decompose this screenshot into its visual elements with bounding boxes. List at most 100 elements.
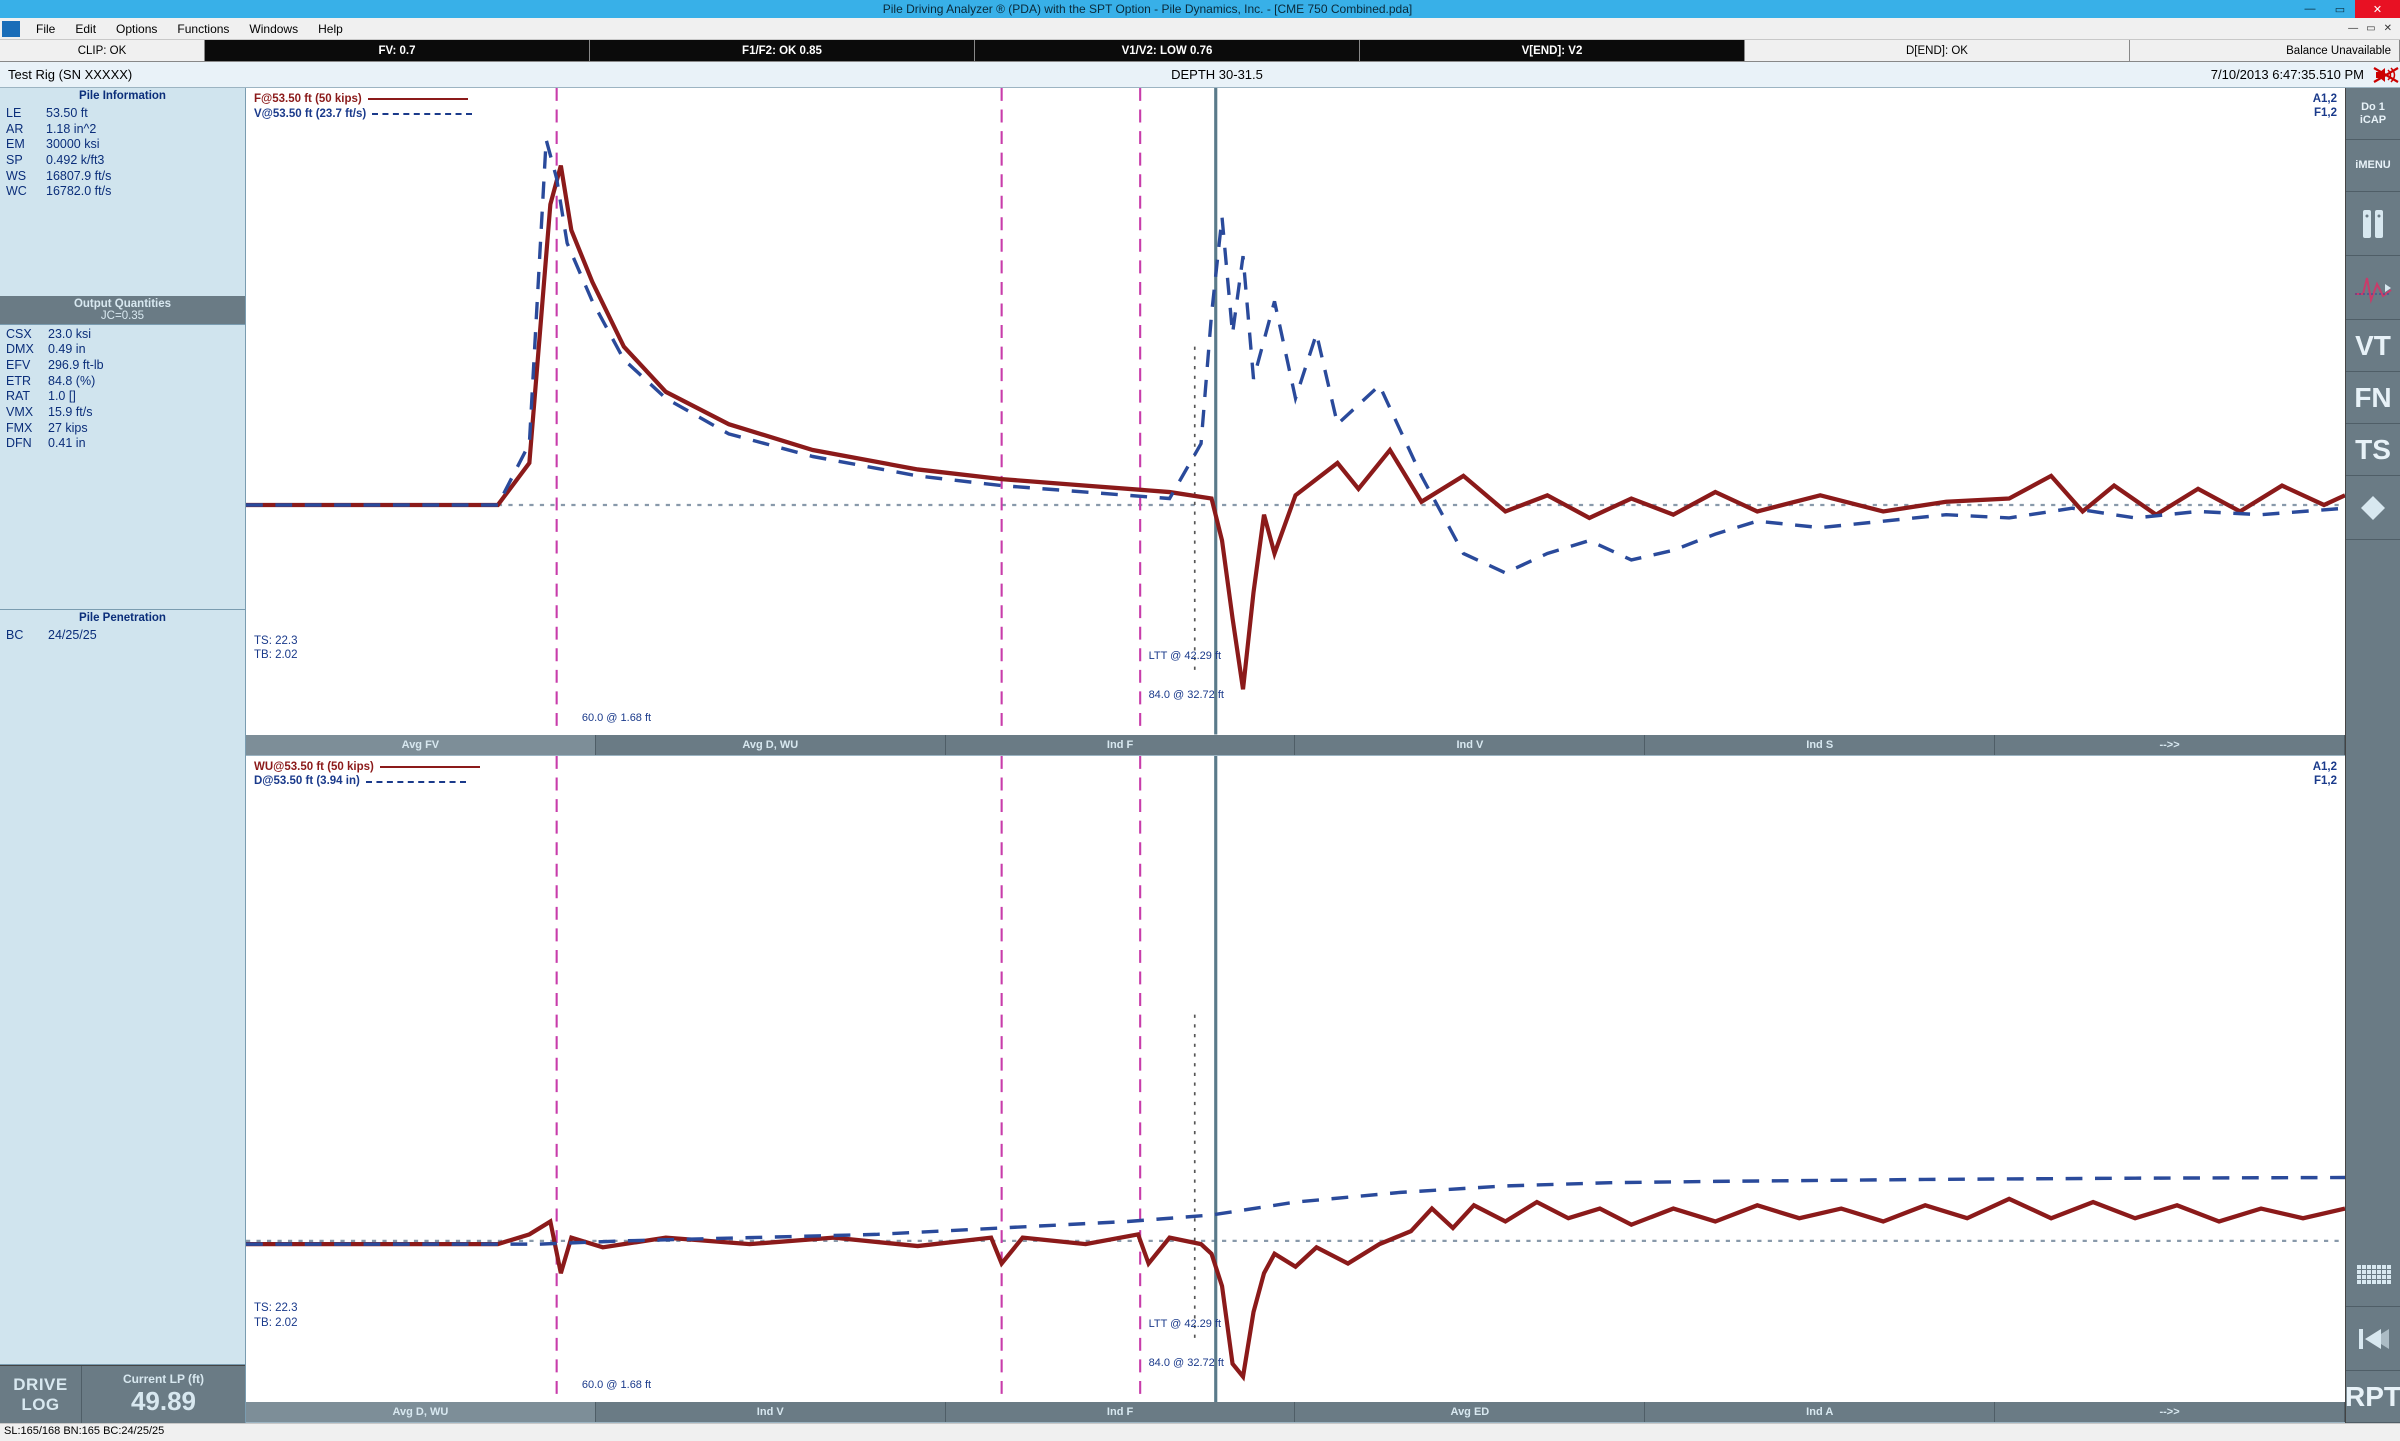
vt[interactable]: VT	[2346, 320, 2400, 372]
close-button[interactable]: ✕	[2355, 0, 2400, 18]
output-quantities-header: Output Quantities JC=0.35	[0, 296, 245, 324]
menu-functions[interactable]: Functions	[167, 22, 239, 36]
mdi-minimize-icon[interactable]: —	[2348, 23, 2358, 34]
chart-bottom-tstb: TS: 22.3 TB: 2.02	[254, 1301, 297, 1330]
chart-top: F@53.50 ft (50 kips)V@53.50 ft (23.7 ft/…	[246, 88, 2345, 756]
chart-tab[interactable]: Avg D, WU	[596, 735, 946, 755]
main-area: Pile Information LE53.50 ftAR1.18 in^2EM…	[0, 88, 2400, 1423]
left-sidebar: Pile Information LE53.50 ftAR1.18 in^2EM…	[0, 88, 246, 1423]
output-row: DMX0.49 in	[6, 342, 239, 358]
chart-tab[interactable]: Avg ED	[1295, 1402, 1645, 1422]
output-jc-text: JC=0.35	[0, 310, 245, 322]
chart-top-legend: F@53.50 ft (50 kips)V@53.50 ft (23.7 ft/…	[254, 92, 472, 122]
pile-info-row: WS16807.9 ft/s	[6, 169, 239, 185]
chart-annotation: 60.0 @ 1.68 ft	[582, 712, 651, 724]
pile-info-row: EM30000 ksi	[6, 137, 239, 153]
chart-tab[interactable]: Ind F	[946, 735, 1296, 755]
keyboard-icon[interactable]	[2346, 1243, 2400, 1307]
drive-log-button[interactable]: DRIVE LOG	[0, 1366, 82, 1423]
chart-bottom-corner: A1,2F1,2	[2313, 760, 2337, 789]
speaker-muted-icon[interactable]	[2372, 65, 2400, 85]
output-row: VMX15.9 ft/s	[6, 405, 239, 421]
chart-annotation: 84.0 @ 32.72 ft	[1149, 1357, 1224, 1369]
pile-pen-row: BC24/25/25	[6, 628, 239, 642]
chart-tab[interactable]: Ind V	[1295, 735, 1645, 755]
chart-top-corner: A1,2F1,2	[2313, 92, 2337, 121]
status-strip: CLIP: OKFV: 0.7F1/F2: OK 0.85V1/V2: LOW …	[0, 40, 2400, 62]
status-cell-2: F1/F2: OK 0.85	[590, 40, 975, 61]
menu-file[interactable]: File	[26, 22, 65, 36]
current-lp-label: Current LP (ft)	[123, 1372, 204, 1386]
do1-icap[interactable]: Do 1iCAP	[2346, 88, 2400, 140]
pile-info-rows: LE53.50 ftAR1.18 in^2EM30000 ksiSP0.492 …	[0, 104, 245, 206]
mdi-close-icon[interactable]: ✕	[2384, 23, 2392, 34]
imenu[interactable]: iMENU	[2346, 140, 2400, 192]
rpt[interactable]: RPT	[2346, 1371, 2400, 1423]
titlebar: Pile Driving Analyzer ® (PDA) with the S…	[0, 0, 2400, 18]
menu-edit[interactable]: Edit	[65, 22, 106, 36]
chart-tab[interactable]: Ind V	[596, 1402, 946, 1422]
chart-bottom-canvas[interactable]: WU@53.50 ft (50 kips)D@53.50 ft (3.94 in…	[246, 756, 2345, 1403]
pile-penetration-panel: Pile Penetration BC24/25/25	[0, 610, 245, 1365]
output-row: EFV296.9 ft-lb	[6, 358, 239, 374]
window-title: Pile Driving Analyzer ® (PDA) with the S…	[0, 2, 2295, 16]
chart-bottom: WU@53.50 ft (50 kips)D@53.50 ft (3.94 in…	[246, 756, 2345, 1424]
menu-windows[interactable]: Windows	[239, 22, 308, 36]
chart-bottom-legend: WU@53.50 ft (50 kips)D@53.50 ft (3.94 in…	[254, 760, 480, 790]
status-cell-5: D[END]: OK	[1745, 40, 2130, 61]
pile-info-panel: Pile Information LE53.50 ftAR1.18 in^2EM…	[0, 88, 245, 325]
legend-item: WU@53.50 ft (50 kips)	[254, 760, 480, 775]
chart-tab[interactable]: Ind S	[1645, 735, 1995, 755]
nav-arrows[interactable]	[2346, 476, 2400, 540]
status-cell-3: V1/V2: LOW 0.76	[975, 40, 1360, 61]
pile-info-row: LE53.50 ft	[6, 106, 239, 122]
depth-label: DEPTH 30-31.5	[246, 67, 2188, 82]
mdi-controls: — ▭ ✕	[2348, 23, 2398, 34]
chart-bottom-ts: TS: 22.3	[254, 1301, 297, 1315]
output-rows: CSX23.0 ksiDMX0.49 inEFV296.9 ft-lbETR84…	[0, 325, 245, 454]
minimize-button[interactable]: —	[2295, 0, 2325, 18]
chart-tab[interactable]: Ind F	[946, 1402, 1296, 1422]
status-cell-0: CLIP: OK	[0, 40, 205, 61]
chart-tab[interactable]: Avg D, WU	[246, 1402, 596, 1422]
chart-annotation: 84.0 @ 32.72 ft	[1149, 689, 1224, 701]
wave-icon[interactable]	[2346, 256, 2400, 320]
chart-top-tb: TB: 2.02	[254, 648, 297, 662]
output-row: CSX23.0 ksi	[6, 327, 239, 343]
chart-tab[interactable]: -->>	[1995, 735, 2345, 755]
chart-tab[interactable]: Ind A	[1645, 1402, 1995, 1422]
chart-top-canvas[interactable]: F@53.50 ft (50 kips)V@53.50 ft (23.7 ft/…	[246, 88, 2345, 735]
maximize-button[interactable]: ▭	[2325, 0, 2355, 18]
app-icon	[2, 21, 20, 37]
menu-options[interactable]: Options	[106, 22, 167, 36]
mdi-restore-icon[interactable]: ▭	[2366, 23, 2375, 34]
chart-bottom-tb: TB: 2.02	[254, 1316, 297, 1330]
legend-item: V@53.50 ft (23.7 ft/s)	[254, 107, 472, 122]
current-lp-value: 49.89	[131, 1386, 196, 1417]
fn[interactable]: FN	[2346, 372, 2400, 424]
status-cell-1: FV: 0.7	[205, 40, 590, 61]
chart-top-tstb: TS: 22.3 TB: 2.02	[254, 634, 297, 663]
output-row: RAT1.0 []	[6, 389, 239, 405]
drive-log-bar: DRIVE LOG Current LP (ft) 49.89	[0, 1365, 245, 1423]
pile-pen-rows: BC24/25/25	[0, 626, 245, 644]
output-row: DFN0.41 in	[6, 436, 239, 452]
ts[interactable]: TS	[2346, 424, 2400, 476]
chart-tab[interactable]: -->>	[1995, 1402, 2345, 1422]
menu-help[interactable]: Help	[308, 22, 353, 36]
rig-label: Test Rig (SN XXXXX)	[0, 67, 246, 82]
chart-top-ts: TS: 22.3	[254, 634, 297, 648]
output-quantities-panel: CSX23.0 ksiDMX0.49 inEFV296.9 ft-lbETR84…	[0, 325, 245, 610]
right-sidebar: Do 1iCAPiMENU VTFNTS RPT	[2345, 88, 2400, 1423]
current-lp-display: Current LP (ft) 49.89	[82, 1366, 245, 1423]
legend-item: D@53.50 ft (3.94 in)	[254, 774, 480, 789]
rewind-icon[interactable]	[2346, 1307, 2400, 1371]
bottom-status: SL:165/168 BN:165 BC:24/25/25	[0, 1423, 2400, 1441]
drive-log-line2: LOG	[21, 1395, 59, 1415]
window-controls: — ▭ ✕	[2295, 0, 2400, 18]
info-strip: Test Rig (SN XXXXX) DEPTH 30-31.5 7/10/2…	[0, 62, 2400, 88]
output-row: FMX27 kips	[6, 421, 239, 437]
sensor-icon[interactable]	[2346, 192, 2400, 256]
chart-annotation: 60.0 @ 1.68 ft	[582, 1379, 651, 1391]
chart-tab[interactable]: Avg FV	[246, 735, 596, 755]
